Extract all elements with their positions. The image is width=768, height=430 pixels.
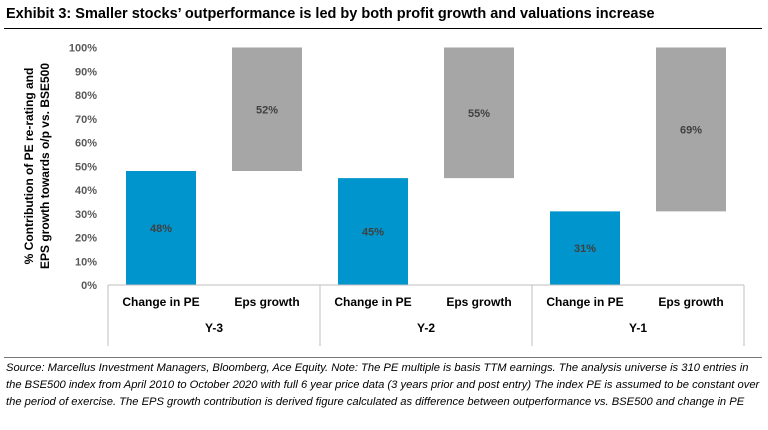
data-label: 52%	[256, 104, 278, 116]
category-label: Eps growth	[234, 295, 299, 309]
y-tick-label: 30%	[75, 209, 97, 221]
y-tick-label: 10%	[75, 256, 97, 268]
data-label: 55%	[468, 108, 490, 120]
source-note: Source: Marcellus Investment Managers, B…	[6, 362, 760, 409]
bar-change-in-pe	[126, 171, 196, 285]
y-tick-label: 70%	[75, 114, 97, 126]
y-tick-label: 60%	[75, 138, 97, 150]
bar-eps-growth	[232, 47, 302, 171]
y-tick-label: 0%	[81, 280, 97, 292]
y-tick-label: 80%	[75, 90, 97, 102]
title-rule	[4, 28, 762, 29]
source-rule	[4, 357, 762, 358]
bar-eps-growth	[444, 47, 514, 179]
y-tick-label: 50%	[75, 161, 97, 173]
y-axis-title: EPS growth towards o/p vs. BSE500	[38, 63, 52, 269]
bar-change-in-pe	[550, 211, 620, 285]
bar-change-in-pe	[338, 178, 408, 285]
category-label: Change in PE	[334, 295, 411, 309]
data-label: 45%	[362, 227, 384, 239]
data-label: 31%	[574, 243, 596, 255]
y-tick-label: 100%	[69, 43, 97, 55]
group-label: Y-2	[417, 321, 435, 335]
group-label: Y-3	[205, 321, 223, 335]
y-tick-label: 40%	[75, 185, 97, 197]
exhibit-title: Exhibit 3: Smaller stocks’ outperformanc…	[6, 6, 655, 22]
data-label: 69%	[680, 124, 702, 136]
category-label: Change in PE	[122, 295, 199, 309]
category-label: Eps growth	[446, 295, 511, 309]
bar-eps-growth	[656, 47, 726, 212]
category-label: Eps growth	[658, 295, 723, 309]
bar-chart: 0% 10% 20% 30% 40% 50% 60% 70% 80% 90% 100% % Contr…	[22, 43, 745, 346]
category-label: Change in PE	[546, 295, 623, 309]
group-label: Y-1	[629, 321, 647, 335]
y-axis-title: % Contribution of PE re-rating and	[22, 68, 36, 265]
data-label: 48%	[150, 223, 172, 235]
y-tick-label: 90%	[75, 66, 97, 78]
y-tick-label: 20%	[75, 233, 97, 245]
